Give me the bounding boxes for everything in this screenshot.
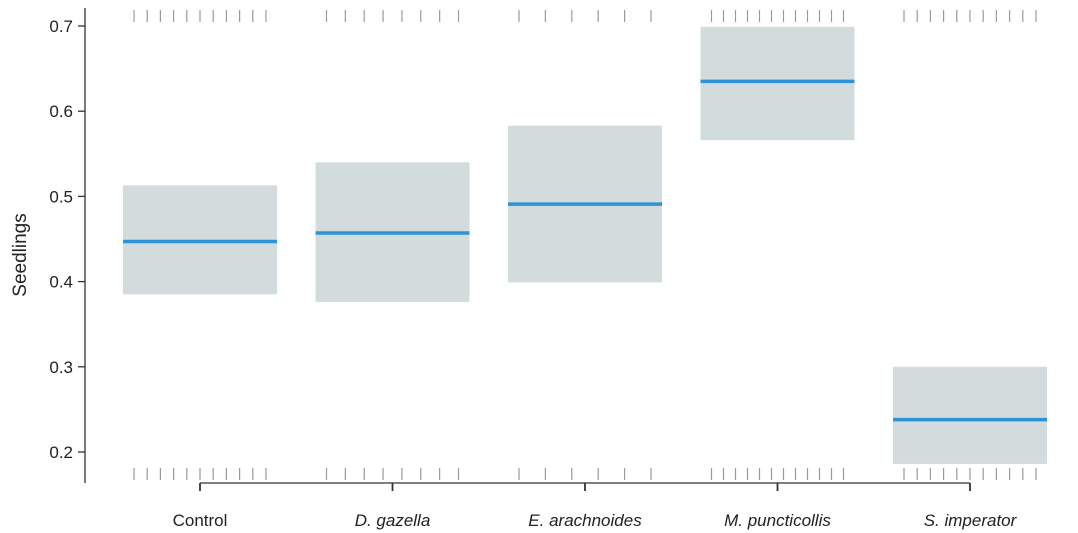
x-tick-label: S. imperator [924, 511, 1018, 530]
ci-band [893, 366, 1047, 464]
y-tick-label: 0.5 [49, 187, 73, 206]
rug-marks [133, 10, 1037, 480]
y-tick-label: 0.6 [49, 102, 73, 121]
x-tick-label: M. puncticollis [724, 511, 831, 530]
y-axis-ticks: 0.2 0.3 0.4 0.5 0.6 0.7 [49, 17, 85, 462]
y-axis-label: Seedlings [10, 213, 31, 296]
confidence-bands [123, 26, 1047, 464]
x-tick-label: D. gazella [355, 511, 431, 530]
ci-band [700, 26, 855, 141]
y-tick-label: 0.4 [49, 273, 73, 292]
y-tick-label: 0.7 [49, 17, 73, 36]
estimate-lines [123, 79, 1047, 422]
x-tick-label: Control [173, 511, 228, 530]
x-axis-ticks: Control D. gazella E. arachnoides M. puncti… [173, 483, 1018, 530]
y-tick-label: 0.3 [49, 358, 73, 377]
y-tick-label: 0.2 [49, 443, 73, 462]
x-tick-label: E. arachnoides [528, 511, 642, 530]
